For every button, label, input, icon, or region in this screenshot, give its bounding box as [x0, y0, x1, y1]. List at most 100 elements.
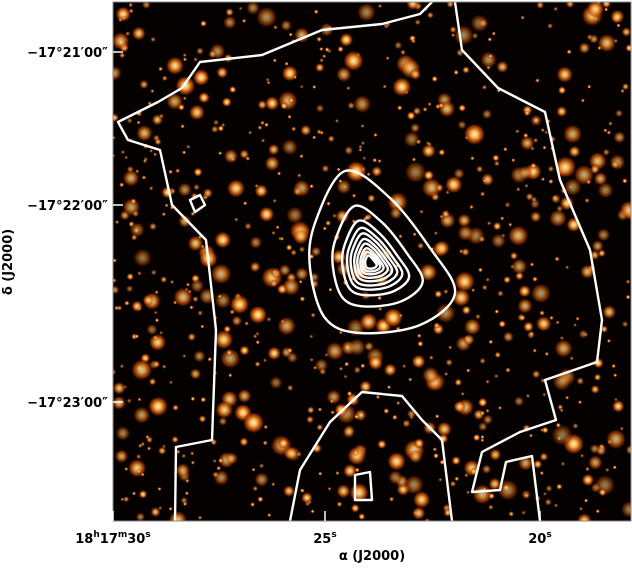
star — [322, 226, 327, 231]
star — [551, 424, 573, 446]
star — [421, 143, 436, 159]
star — [511, 158, 516, 163]
star — [625, 294, 631, 300]
star — [573, 323, 578, 328]
star — [292, 229, 309, 245]
star — [470, 156, 475, 161]
star — [480, 191, 486, 197]
star — [500, 216, 505, 221]
star — [217, 294, 222, 299]
star — [556, 66, 574, 83]
star — [548, 209, 567, 228]
star — [280, 102, 288, 110]
star — [168, 169, 173, 175]
star — [136, 468, 142, 474]
star — [299, 154, 304, 159]
star — [131, 26, 146, 41]
star — [299, 296, 306, 302]
star — [554, 155, 577, 178]
star — [413, 438, 425, 449]
x-tick-part: s — [546, 530, 551, 540]
star — [453, 24, 474, 46]
star — [295, 267, 309, 281]
star — [242, 411, 265, 434]
star — [139, 79, 149, 90]
star — [612, 465, 617, 470]
star — [544, 498, 552, 506]
star — [457, 224, 474, 242]
star — [198, 515, 203, 520]
star — [238, 6, 243, 11]
star — [190, 278, 205, 293]
star — [621, 27, 631, 37]
star — [187, 235, 204, 252]
star — [353, 366, 361, 374]
star — [597, 182, 614, 199]
star — [292, 75, 298, 80]
star — [466, 368, 471, 373]
star — [383, 363, 397, 377]
star — [555, 320, 560, 325]
star — [396, 105, 403, 111]
star — [347, 101, 355, 110]
star — [611, 400, 625, 413]
star — [113, 258, 117, 263]
star — [309, 357, 314, 362]
star — [122, 169, 140, 187]
star — [488, 492, 495, 500]
star — [362, 156, 367, 161]
star — [262, 358, 267, 363]
star — [309, 334, 314, 339]
star — [336, 501, 343, 508]
star — [200, 396, 207, 403]
star — [339, 32, 354, 47]
star — [210, 125, 219, 134]
star — [254, 184, 269, 198]
star — [505, 367, 511, 373]
star — [117, 17, 123, 23]
star — [492, 221, 502, 231]
star — [559, 408, 564, 413]
star — [593, 373, 602, 381]
star — [621, 320, 629, 328]
star — [113, 135, 116, 140]
star — [257, 125, 263, 130]
star — [255, 331, 260, 336]
star — [620, 500, 631, 518]
star — [168, 506, 173, 511]
star — [192, 296, 199, 303]
star — [176, 449, 181, 454]
star — [613, 38, 618, 44]
star — [411, 354, 426, 369]
star — [149, 186, 154, 191]
star — [133, 248, 152, 268]
star — [318, 471, 323, 476]
star — [229, 86, 237, 94]
star — [161, 444, 167, 449]
star — [124, 466, 129, 471]
star — [542, 145, 547, 150]
star — [389, 206, 403, 220]
star — [366, 172, 371, 177]
star — [165, 56, 185, 75]
star — [404, 161, 427, 184]
x-tick-label: 18h17m30s — [75, 530, 150, 547]
star — [406, 2, 420, 11]
star — [508, 511, 514, 517]
star — [565, 395, 570, 400]
star — [137, 306, 142, 311]
star — [593, 171, 608, 186]
star — [367, 354, 384, 371]
star — [342, 426, 355, 439]
star — [377, 4, 383, 9]
star — [540, 177, 545, 182]
star — [322, 54, 327, 59]
star — [243, 201, 248, 206]
star — [426, 11, 434, 19]
star — [319, 58, 324, 63]
star — [255, 340, 260, 345]
star — [375, 394, 381, 400]
star — [383, 307, 404, 328]
star — [414, 19, 421, 26]
star — [547, 23, 553, 29]
